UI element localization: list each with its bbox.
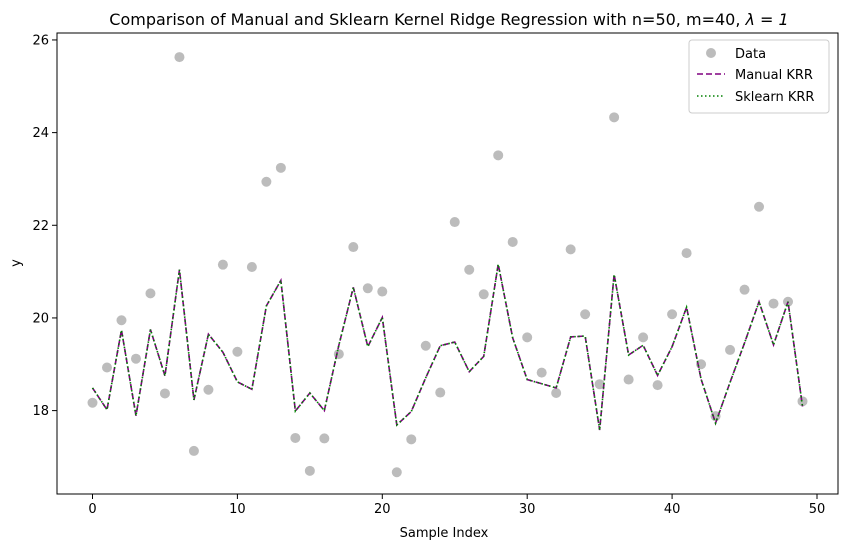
y-tick-label: 20 — [32, 311, 49, 326]
x-tick-label: 10 — [229, 502, 246, 517]
data-point — [159, 388, 170, 399]
y-tick-label: 24 — [32, 126, 49, 141]
y-tick-label: 18 — [32, 404, 49, 419]
data-point — [362, 283, 373, 294]
chart-title: Comparison of Manual and Sklearn Kernel … — [109, 10, 788, 29]
x-tick-label: 40 — [664, 502, 681, 517]
x-tick-label: 50 — [809, 502, 826, 517]
data-point — [174, 52, 185, 63]
legend-label-data: Data — [735, 47, 766, 62]
series-layer — [87, 52, 808, 478]
data-point — [290, 432, 301, 443]
y-axis-label: y — [9, 259, 24, 267]
data-point — [406, 434, 417, 445]
legend-marker-data — [706, 48, 716, 58]
data-point — [725, 344, 736, 355]
data-point — [101, 362, 112, 373]
x-tick-label: 0 — [88, 502, 96, 517]
x-axis-label: Sample Index — [400, 526, 489, 541]
data-point — [391, 467, 402, 478]
y-axis-ticks: 18 20 22 24 26 — [32, 33, 57, 419]
data-point — [420, 340, 431, 351]
data-point — [246, 261, 257, 272]
data-point — [377, 286, 388, 297]
data-point — [667, 309, 678, 320]
data-point — [261, 176, 272, 187]
data-point — [580, 309, 591, 320]
data-point — [435, 387, 446, 398]
data-point — [681, 248, 692, 259]
x-tick-label: 30 — [519, 502, 536, 517]
data-point — [116, 315, 127, 326]
data-point — [754, 201, 765, 212]
legend-label-sklearn: Sklearn KRR — [735, 90, 814, 105]
legend: Data Manual KRR Sklearn KRR — [688, 39, 830, 114]
data-point — [522, 332, 533, 343]
data-point — [217, 259, 228, 270]
data-point — [464, 264, 475, 275]
data-point — [304, 465, 315, 476]
data-point — [348, 242, 359, 253]
data-point — [478, 289, 489, 300]
legend-label-manual: Manual KRR — [735, 68, 813, 83]
legend-box — [688, 39, 830, 114]
data-point — [594, 379, 605, 390]
data-point — [145, 288, 156, 299]
data-point — [507, 236, 518, 247]
x-tick-label: 20 — [374, 502, 391, 517]
series-data — [87, 52, 808, 478]
data-point — [536, 367, 547, 378]
data-point — [319, 433, 330, 444]
data-point — [638, 332, 649, 343]
data-point — [609, 112, 620, 123]
series-line-manual-krr — [91, 264, 804, 431]
data-point — [232, 346, 243, 357]
data-point — [275, 162, 286, 173]
data-point — [565, 244, 576, 255]
data-point — [449, 217, 460, 228]
x-axis-ticks: 0 10 20 30 40 50 — [88, 494, 825, 517]
data-point — [203, 384, 214, 395]
data-point — [188, 445, 199, 456]
data-point — [739, 284, 750, 295]
data-point — [623, 374, 634, 385]
plot-frame — [56, 32, 839, 495]
data-point — [652, 380, 663, 391]
data-point — [130, 353, 141, 364]
data-point — [551, 387, 562, 398]
data-point — [493, 150, 504, 161]
y-tick-label: 26 — [32, 33, 49, 48]
data-point — [768, 298, 779, 309]
y-tick-label: 22 — [32, 219, 49, 234]
data-point — [87, 397, 98, 408]
